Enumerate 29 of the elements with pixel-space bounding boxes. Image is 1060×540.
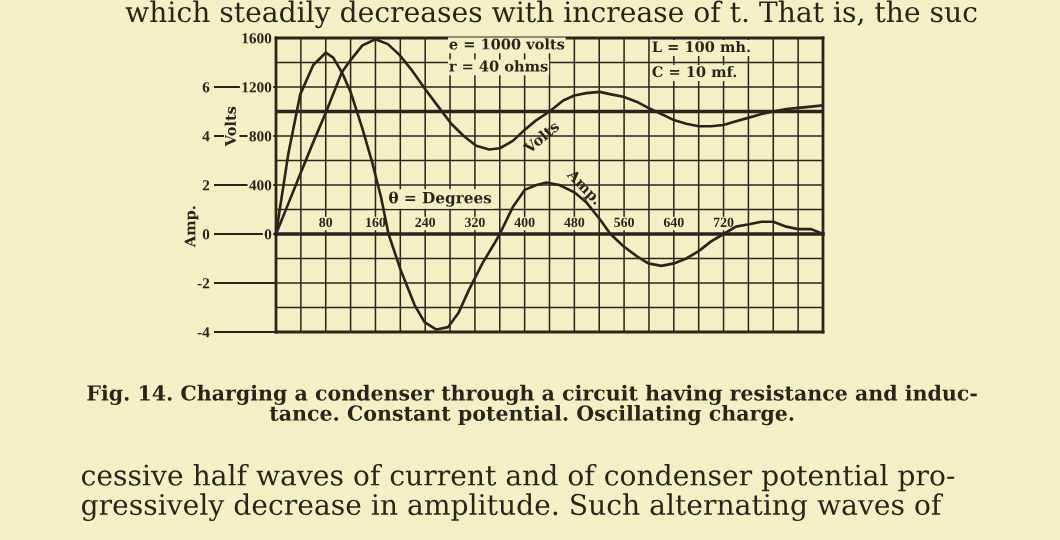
y2-tick-label: -4 bbox=[197, 327, 210, 338]
y2-tick-label: -2 bbox=[197, 278, 210, 289]
y-tick-label: 1600 bbox=[242, 33, 272, 44]
x-tick-label: 80 bbox=[319, 217, 333, 228]
x-tick-label: 480 bbox=[564, 217, 585, 228]
x-tick-label: 640 bbox=[663, 217, 684, 228]
annotation: r = 40 ohms bbox=[449, 60, 548, 72]
y2-axis-title: Amp. bbox=[184, 206, 199, 248]
annotation: L = 100 mh. bbox=[652, 40, 750, 53]
y2-tick-label: 6 bbox=[202, 82, 210, 93]
y-tick-label: 400 bbox=[249, 180, 272, 191]
x-tick-label: 720 bbox=[713, 217, 734, 228]
y2-tick-label: 0 bbox=[202, 229, 210, 240]
y2-tick-label: 2 bbox=[202, 180, 210, 191]
x-tick-label: 560 bbox=[614, 217, 634, 228]
annotation: C = 10 mf. bbox=[652, 65, 737, 78]
y-axis-title: Volts bbox=[224, 106, 236, 147]
y2-tick-label: 4 bbox=[202, 131, 210, 142]
annotation: e = 1000 volts bbox=[449, 38, 565, 50]
x-tick-label: 240 bbox=[415, 217, 436, 228]
x-tick-label: 320 bbox=[465, 217, 485, 228]
y-tick-label: 0 bbox=[264, 229, 272, 240]
x-axis-title: θ = Degrees bbox=[389, 191, 492, 207]
caption: Fig. 14. Charging a condenser through a circuit having resistance and induc- tance. Constant potential. Oscillating charge. bbox=[87, 384, 977, 426]
text: which steadily decreases with increase of t. That is, the suc bbox=[125, 0, 977, 29]
y-tick-label: 1200 bbox=[242, 82, 272, 93]
x-tick-label: 400 bbox=[514, 217, 535, 228]
text: cessive half waves of current and of condenser potential pro- gressively decrease in amplitude. Such alternating waves of bbox=[81, 463, 955, 522]
y-tick-label: 800 bbox=[249, 131, 272, 142]
